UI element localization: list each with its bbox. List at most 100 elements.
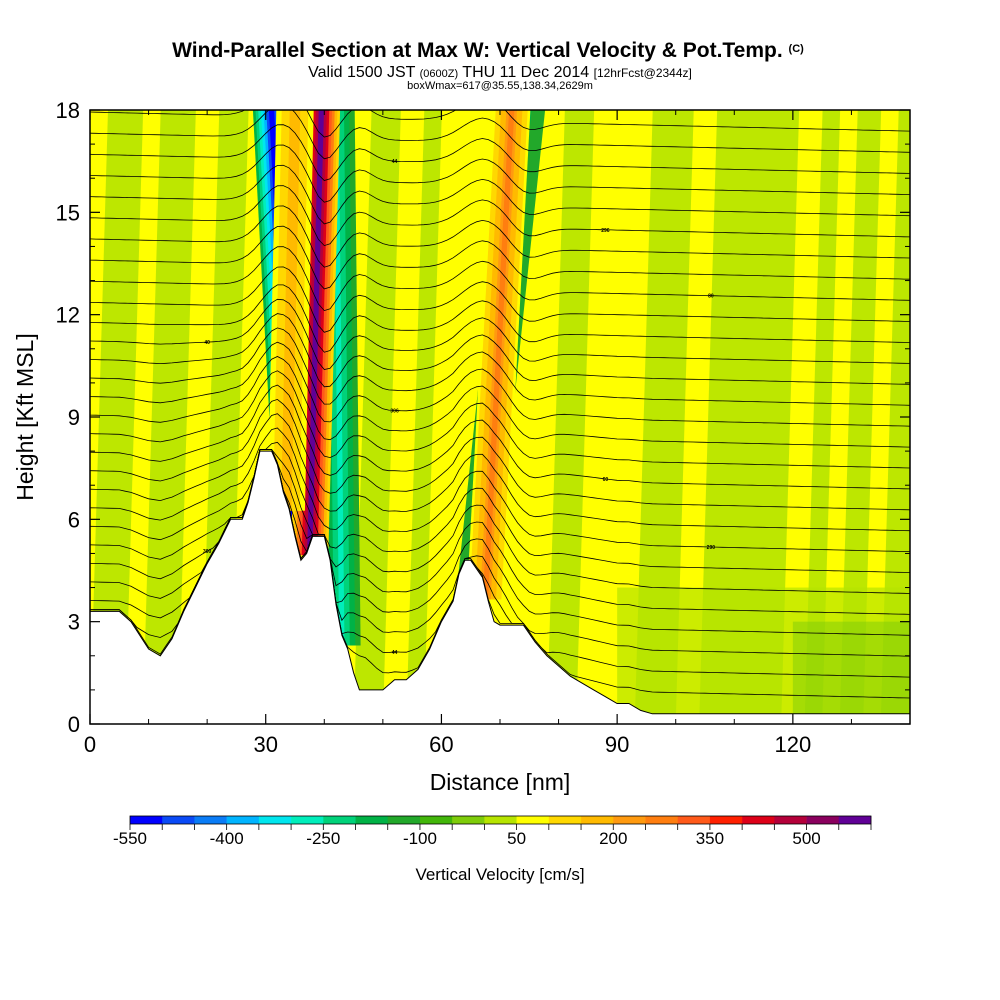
isentrope-label: 44 bbox=[392, 159, 398, 165]
colorbar-tick-label: 200 bbox=[599, 829, 627, 848]
colorbar-swatch bbox=[806, 816, 840, 824]
colorbar-swatch bbox=[581, 816, 614, 824]
field-band bbox=[406, 110, 442, 714]
field-band bbox=[546, 110, 595, 714]
isentrope-line bbox=[90, 164, 910, 225]
colorbar-label: Vertical Velocity [cm/s] bbox=[415, 865, 584, 884]
isentrope-label: 60 bbox=[603, 477, 609, 483]
isentrope-line bbox=[90, 427, 910, 552]
plot-area: 44 300 290 60 306 40 80 296 44 bbox=[90, 110, 910, 724]
y-tick-label: 18 bbox=[56, 98, 80, 123]
colorbar-frame bbox=[129, 815, 872, 825]
isentrope-line bbox=[90, 313, 910, 388]
isentrope-label: 290 bbox=[707, 545, 716, 551]
colorbar-tick-label: -250 bbox=[306, 829, 340, 848]
x-tick-label: 30 bbox=[253, 732, 277, 757]
isentrope-line bbox=[90, 449, 910, 594]
isentrope-label: 296 bbox=[601, 228, 610, 234]
chart-subtitle: Valid 1500 JST (0600Z) THU 11 Dec 2014 [… bbox=[308, 64, 692, 81]
colorbar-swatch bbox=[355, 816, 389, 824]
colorbar-swatch bbox=[162, 816, 195, 824]
isentrope-line bbox=[90, 110, 910, 138]
field-band bbox=[142, 110, 196, 714]
field-band bbox=[699, 110, 800, 714]
terrain-outline bbox=[90, 450, 910, 715]
isentrope-label: 306 bbox=[390, 408, 399, 414]
y-tick-label: 0 bbox=[68, 712, 80, 737]
y-tick-label: 9 bbox=[68, 405, 80, 430]
isentrope-line bbox=[90, 246, 910, 312]
isentrope-line bbox=[90, 413, 910, 532]
isentrope-line bbox=[90, 144, 910, 203]
x-tick-label: 120 bbox=[774, 732, 811, 757]
isentrope-line bbox=[90, 110, 910, 160]
colorbar-swatch bbox=[516, 816, 550, 824]
isentrope-line bbox=[90, 398, 910, 511]
colorbar-swatch bbox=[613, 816, 646, 824]
colorbar-swatch bbox=[258, 816, 292, 824]
colorbar-swatch bbox=[194, 816, 227, 824]
y-tick-label: 12 bbox=[56, 303, 80, 328]
colorbar-swatch bbox=[645, 816, 678, 824]
chart-subtitle-2: boxWmax=617@35.55,138.34,2629m bbox=[407, 80, 593, 92]
isentrope-label: 300 bbox=[203, 549, 212, 555]
colorbar-tick-label: 50 bbox=[507, 829, 526, 848]
colorbar-swatch bbox=[323, 816, 356, 824]
isentrope-line bbox=[90, 124, 910, 181]
y-tick-label: 3 bbox=[68, 610, 80, 635]
isentrope-line bbox=[90, 441, 910, 573]
field-band bbox=[792, 621, 910, 714]
isentrope-line bbox=[90, 298, 910, 370]
isentrope-line bbox=[90, 266, 910, 333]
x-tick-label: 60 bbox=[429, 732, 453, 757]
colorbar: -550 -400 -250 -100 50 200 350 500 bbox=[113, 815, 872, 848]
colorbar-swatch bbox=[677, 816, 711, 824]
isentrope-label: 80 bbox=[708, 294, 714, 300]
updraft-band bbox=[307, 110, 324, 556]
isentrope-line bbox=[90, 449, 910, 615]
colorbar-swatch bbox=[291, 816, 324, 824]
y-axis-label: Height [Kft MSL] bbox=[12, 333, 38, 500]
colorbar-tick-label: -550 bbox=[113, 829, 147, 848]
colorbar-tick-label: -400 bbox=[210, 829, 244, 848]
chart-title: Wind-Parallel Section at Max W: Vertical… bbox=[172, 39, 804, 62]
colorbar-swatch bbox=[484, 816, 517, 824]
isentrope-line bbox=[90, 327, 910, 406]
x-tick-label: 90 bbox=[605, 732, 629, 757]
isentrope-line bbox=[90, 341, 910, 427]
isentrope-line bbox=[90, 284, 910, 353]
isentrope-line bbox=[90, 185, 910, 247]
isentrope-label: 44 bbox=[392, 650, 398, 656]
colorbar-swatch bbox=[419, 816, 453, 824]
updraft-band bbox=[482, 110, 515, 600]
colorbar-swatch bbox=[742, 816, 775, 824]
velocity-field: 44 300 290 60 306 40 80 296 44 bbox=[90, 110, 910, 714]
isentrope-label: 40 bbox=[204, 340, 210, 346]
field-band bbox=[839, 110, 882, 714]
colorbar-swatch bbox=[226, 816, 260, 824]
colorbar-swatch bbox=[387, 816, 421, 824]
colorbar-tick-label: -100 bbox=[403, 829, 437, 848]
colorbar-swatch bbox=[838, 816, 872, 824]
isentrope-line bbox=[90, 356, 910, 448]
colorbar-swatch bbox=[130, 816, 163, 824]
isentrope-line bbox=[90, 225, 910, 290]
field-band bbox=[90, 110, 144, 714]
x-tick-label: 0 bbox=[84, 732, 96, 757]
colorbar-swatch bbox=[709, 816, 743, 824]
y-tick-label: 15 bbox=[56, 200, 80, 225]
isentrope-line bbox=[90, 205, 910, 268]
field-band bbox=[353, 110, 401, 714]
updraft-band bbox=[283, 110, 298, 511]
axes: 0 30 60 90 120 0 3 6 9 12 15 18 bbox=[56, 98, 910, 757]
field-band bbox=[634, 110, 694, 714]
colorbar-tick-label: 500 bbox=[792, 829, 820, 848]
colorbar-swatch bbox=[774, 816, 807, 824]
y-tick-label: 6 bbox=[68, 507, 80, 532]
colorbar-tick-label: 350 bbox=[696, 829, 724, 848]
colorbar-swatch bbox=[452, 816, 485, 824]
colorbar-swatch bbox=[548, 816, 582, 824]
isentrope-line bbox=[90, 370, 910, 469]
isentrope-line bbox=[90, 384, 910, 490]
